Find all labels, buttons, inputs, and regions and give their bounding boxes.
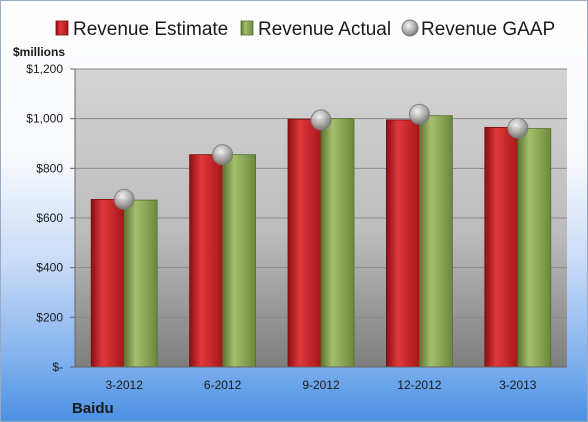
x-tick-label: 3-2013 <box>499 378 537 392</box>
x-tick-label: 3-2012 <box>106 378 144 392</box>
revenue-gaap-legend-label: Revenue GAAP <box>421 19 555 40</box>
revenue-gaap-marker <box>310 109 332 131</box>
legend: Revenue Estimate Revenue Actual Revenue GA… <box>55 19 555 40</box>
revenue-gaap-marker <box>408 103 430 125</box>
company-label: Baidu <box>72 400 114 417</box>
revenue-estimate-bar <box>287 118 322 368</box>
revenue-actual-bar <box>123 199 158 368</box>
revenue-estimate-bar <box>484 126 519 368</box>
y-axis: $- $200 $400 $600 $800 $1,000 $1,200 <box>26 62 76 374</box>
y-tick-label: $600 <box>36 211 63 225</box>
revenue-actual-legend-swatch <box>240 20 254 36</box>
revenue-estimate-legend-swatch <box>55 20 69 36</box>
y-tick-label: $1,200 <box>26 62 63 76</box>
y-tick-label: $800 <box>36 161 63 175</box>
revenue-estimate-bar <box>189 154 224 368</box>
revenue-actual-legend-label: Revenue Actual <box>258 19 391 40</box>
revenue-gaap-marker <box>212 144 234 166</box>
plot-area <box>75 68 567 368</box>
revenue-estimate-bar <box>90 198 125 368</box>
revenue-actual-bar <box>517 128 552 368</box>
y-tick-label: $1,000 <box>26 112 63 126</box>
revenue-gaap-marker <box>507 117 529 139</box>
revenue-actual-bar <box>320 118 355 368</box>
x-tick-label: 6-2012 <box>204 378 242 392</box>
y-tick-label: $400 <box>36 261 63 275</box>
unit-label: $millions <box>13 45 65 59</box>
y-tick-label: $- <box>52 360 63 374</box>
revenue-actual-bar <box>222 154 257 368</box>
x-tick-label: 9-2012 <box>302 378 340 392</box>
revenue-gaap-legend-swatch <box>401 19 419 37</box>
revenue-actual-bar <box>418 115 453 368</box>
x-axis: 3-2012 6-2012 9-2012 12-2012 3-2013 <box>75 366 567 392</box>
revenue-gaap-marker <box>113 188 135 210</box>
x-tick-label: 12-2012 <box>397 378 441 392</box>
y-tick-label: $200 <box>36 310 63 324</box>
revenue-estimate-legend-label: Revenue Estimate <box>73 19 228 40</box>
revenue-estimate-bar <box>385 119 420 368</box>
